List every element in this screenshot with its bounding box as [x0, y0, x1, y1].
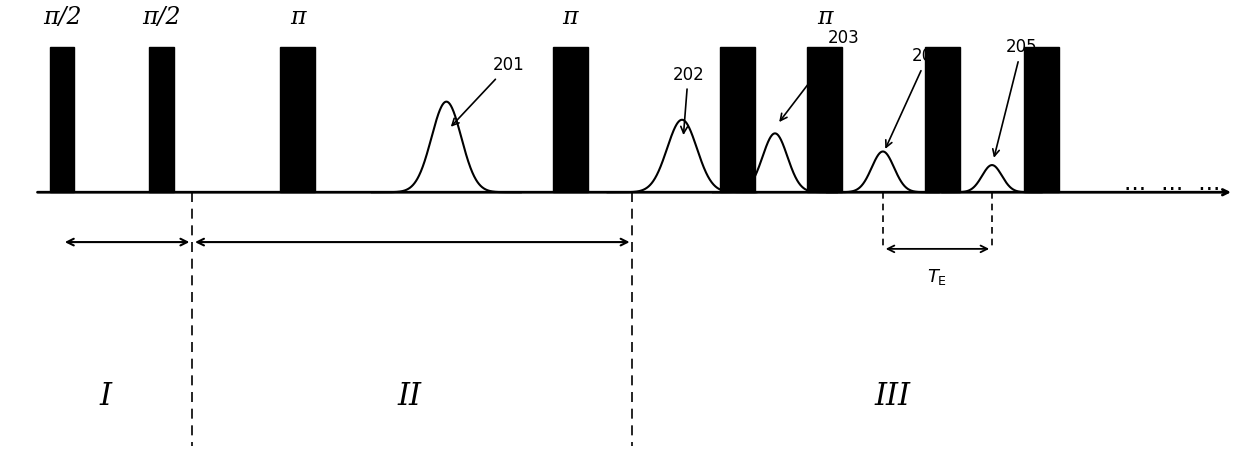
- Bar: [720, 47, 755, 192]
- Bar: [50, 47, 74, 192]
- Text: π/2: π/2: [42, 6, 82, 29]
- Text: I: I: [99, 380, 112, 412]
- Text: 205: 205: [993, 38, 1038, 156]
- Bar: [1024, 47, 1059, 192]
- Text: II: II: [397, 380, 422, 412]
- Text: π: π: [290, 6, 305, 29]
- Bar: [149, 47, 174, 192]
- Bar: [280, 47, 315, 192]
- Text: ...  ...  ...: ... ... ...: [1123, 171, 1220, 195]
- Text: 204: 204: [885, 47, 944, 147]
- Text: III: III: [874, 380, 911, 412]
- Text: 203: 203: [780, 29, 859, 121]
- Bar: [553, 47, 588, 192]
- Text: 201: 201: [453, 56, 525, 126]
- Text: π: π: [563, 6, 578, 29]
- Text: π/2: π/2: [141, 6, 181, 29]
- Text: $T_\mathrm{E}$: $T_\mathrm{E}$: [928, 267, 947, 287]
- Bar: [807, 47, 842, 192]
- Text: 202: 202: [672, 66, 704, 133]
- Text: π: π: [817, 6, 832, 29]
- Bar: [925, 47, 960, 192]
